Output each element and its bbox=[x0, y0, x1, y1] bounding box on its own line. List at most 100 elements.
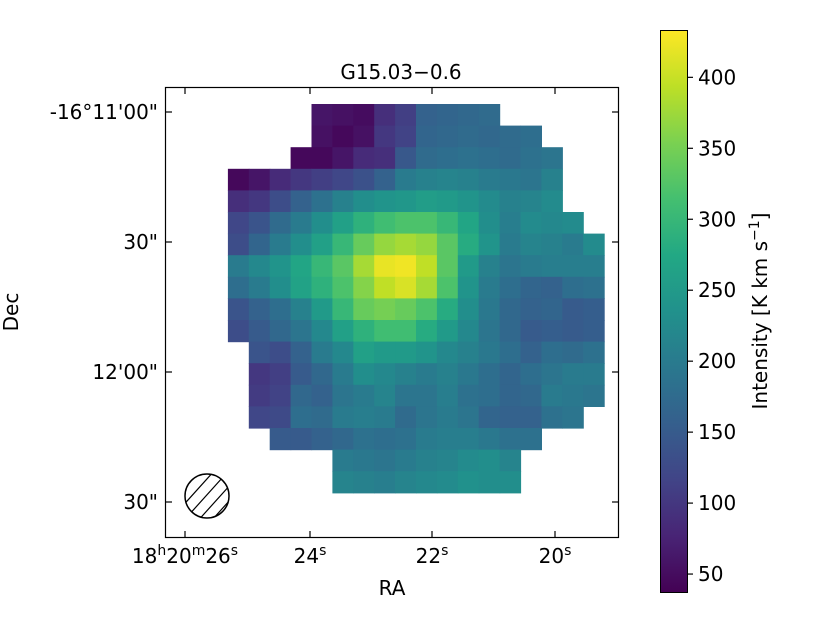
heatmap-cell bbox=[562, 406, 584, 429]
colorbar-tick-label: 400 bbox=[698, 65, 736, 89]
heatmap-cell bbox=[374, 449, 396, 472]
heatmap-cell bbox=[541, 233, 563, 256]
heatmap-cell bbox=[416, 449, 438, 472]
heatmap-cell bbox=[562, 384, 584, 407]
heatmap-cell bbox=[248, 255, 271, 278]
heatmap-cell bbox=[290, 212, 313, 235]
heatmap-cell bbox=[332, 320, 354, 343]
heatmap-cell bbox=[269, 341, 292, 364]
heatmap-cell bbox=[290, 147, 313, 170]
heatmap-cell bbox=[583, 298, 605, 321]
heatmap-cell bbox=[541, 298, 563, 321]
heatmap-cell bbox=[353, 406, 375, 429]
heatmap-cell bbox=[353, 276, 375, 299]
heatmap-cell bbox=[353, 212, 375, 235]
heatmap-cell bbox=[248, 341, 271, 364]
colorbar-label: Intensity [K km s−1] bbox=[747, 213, 772, 410]
heatmap-cell bbox=[478, 341, 501, 364]
colorbar-tick-label: 50 bbox=[698, 562, 723, 586]
colorbar bbox=[660, 30, 688, 593]
heatmap-cell bbox=[290, 406, 313, 429]
heatmap-cell bbox=[436, 147, 459, 170]
heatmap-cell bbox=[395, 298, 417, 321]
heatmap-cell bbox=[269, 384, 292, 407]
heatmap-cell bbox=[311, 298, 333, 321]
heatmap-cell bbox=[353, 298, 375, 321]
heatmap-cell bbox=[416, 406, 438, 429]
heatmap-cell bbox=[436, 104, 459, 127]
heatmap-cell bbox=[416, 341, 438, 364]
heatmap-cell bbox=[562, 320, 584, 343]
heatmap-cell bbox=[562, 212, 584, 235]
heatmap-cell bbox=[248, 233, 271, 256]
heatmap-cell bbox=[478, 104, 501, 127]
heatmap-cell bbox=[311, 255, 333, 278]
heatmap-cell bbox=[457, 104, 480, 127]
heatmap-cell bbox=[374, 190, 396, 213]
heatmap-cell bbox=[332, 276, 354, 299]
heatmap-cell bbox=[436, 363, 459, 386]
heatmap-cell bbox=[374, 471, 396, 494]
heatmap-cell bbox=[269, 255, 292, 278]
heatmap-cell bbox=[436, 212, 459, 235]
colorbar-tick-label: 200 bbox=[698, 349, 736, 373]
heatmap-cell bbox=[290, 320, 313, 343]
heatmap-cell bbox=[520, 190, 542, 213]
heatmap-cell bbox=[374, 147, 396, 170]
heatmap-cell bbox=[436, 384, 459, 407]
heatmap-cell bbox=[332, 449, 354, 472]
heatmap-cell bbox=[436, 276, 459, 299]
heatmap-cell bbox=[332, 406, 354, 429]
heatmap-cell bbox=[290, 276, 313, 299]
heatmap-cell bbox=[374, 233, 396, 256]
heatmap-cell bbox=[478, 320, 501, 343]
heatmap-cell bbox=[520, 233, 542, 256]
heatmap-cell bbox=[416, 125, 438, 148]
heatmap-cell bbox=[227, 320, 250, 343]
heatmap-cell bbox=[395, 190, 417, 213]
heatmap-cell bbox=[583, 384, 605, 407]
y-axis: -16°11'00" 30" 12'00" 30" bbox=[50, 100, 619, 514]
heatmap-cell bbox=[311, 428, 333, 451]
heatmap-cell bbox=[416, 104, 438, 127]
heatmap-cell bbox=[583, 363, 605, 386]
y-axis-label: Dec bbox=[0, 293, 23, 332]
heatmap-cell bbox=[353, 104, 375, 127]
heatmap-cell bbox=[478, 406, 501, 429]
heatmap-cell bbox=[311, 276, 333, 299]
chart-title: G15.03−0.6 bbox=[340, 60, 461, 84]
heatmap-cell bbox=[478, 125, 501, 148]
heatmap-cell bbox=[332, 168, 354, 191]
heatmap-cell bbox=[583, 276, 605, 299]
heatmap-cell bbox=[353, 190, 375, 213]
heatmap-cell bbox=[311, 125, 333, 148]
heatmap-cell bbox=[499, 168, 522, 191]
heatmap-cell bbox=[353, 363, 375, 386]
heatmap-cell bbox=[541, 384, 563, 407]
heatmap-cell bbox=[353, 255, 375, 278]
heatmap-cell bbox=[290, 363, 313, 386]
heatmap-cell bbox=[499, 190, 522, 213]
heatmap-cell bbox=[541, 341, 563, 364]
heatmap-cell bbox=[416, 233, 438, 256]
heatmap-cell bbox=[290, 428, 313, 451]
heatmap-cell bbox=[353, 449, 375, 472]
heatmap-cell bbox=[332, 190, 354, 213]
heatmap-cell bbox=[395, 384, 417, 407]
heatmap-cell bbox=[374, 320, 396, 343]
heatmap-cell bbox=[416, 168, 438, 191]
heatmap-cell bbox=[374, 212, 396, 235]
heatmap-cell bbox=[457, 341, 480, 364]
heatmap-cell bbox=[290, 341, 313, 364]
heatmap-cell bbox=[541, 276, 563, 299]
heatmap-cell bbox=[311, 147, 333, 170]
heatmap-cell bbox=[353, 233, 375, 256]
heatmap-cell bbox=[248, 384, 271, 407]
heatmap-cell bbox=[457, 298, 480, 321]
heatmap-cell bbox=[457, 190, 480, 213]
heatmap-cell bbox=[520, 125, 542, 148]
heatmap-cell bbox=[374, 363, 396, 386]
heatmap-cell bbox=[499, 471, 522, 494]
heatmap-cell bbox=[478, 449, 501, 472]
